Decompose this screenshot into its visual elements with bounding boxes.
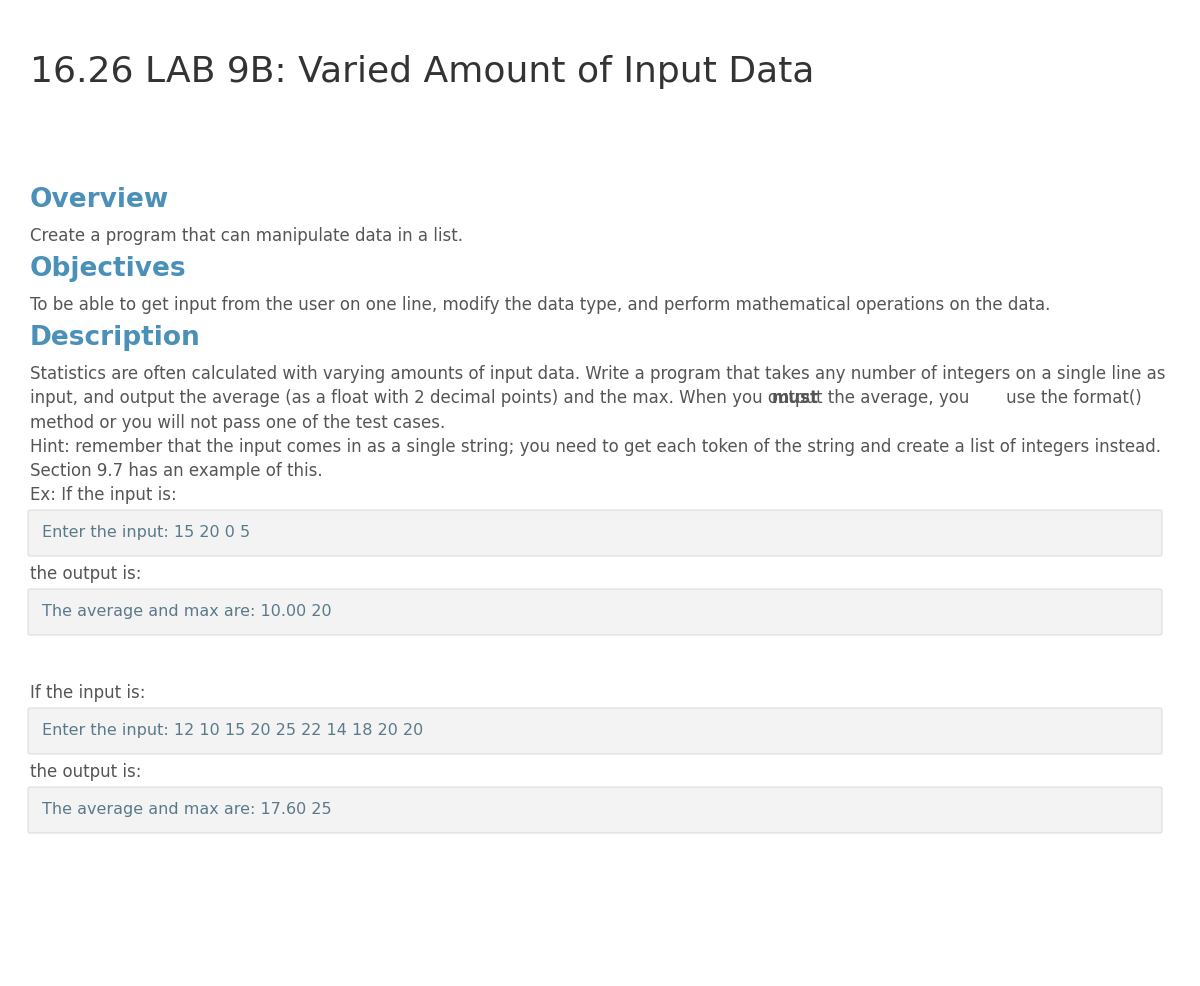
- Text: Objectives: Objectives: [30, 255, 187, 282]
- Text: Create a program that can manipulate data in a list.: Create a program that can manipulate dat…: [30, 227, 463, 245]
- Text: If the input is:: If the input is:: [30, 683, 145, 701]
- Text: Enter the input: 15 20 0 5: Enter the input: 15 20 0 5: [42, 525, 250, 539]
- Text: 16.26 LAB 9B: Varied Amount of Input Data: 16.26 LAB 9B: Varied Amount of Input Dat…: [30, 55, 815, 89]
- Text: Ex: If the input is:: Ex: If the input is:: [30, 485, 176, 504]
- Text: Hint: remember that the input comes in as a single string; you need to get each : Hint: remember that the input comes in a…: [30, 438, 1162, 480]
- Text: To be able to get input from the user on one line, modify the data type, and per: To be able to get input from the user on…: [30, 296, 1050, 314]
- Text: the output is:: the output is:: [30, 564, 142, 583]
- Text: Overview: Overview: [30, 186, 169, 213]
- Text: The average and max are: 17.60 25: The average and max are: 17.60 25: [42, 802, 331, 816]
- Text: Description: Description: [30, 324, 200, 351]
- Text: must: must: [772, 388, 818, 406]
- Text: Enter the input: 12 10 15 20 25 22 14 18 20 20: Enter the input: 12 10 15 20 25 22 14 18…: [42, 723, 424, 738]
- Text: Statistics are often calculated with varying amounts of input data. Write a prog: Statistics are often calculated with var…: [30, 365, 1165, 431]
- FancyBboxPatch shape: [28, 787, 1162, 833]
- FancyBboxPatch shape: [28, 708, 1162, 754]
- Text: the output is:: the output is:: [30, 762, 142, 780]
- Text: The average and max are: 10.00 20: The average and max are: 10.00 20: [42, 603, 331, 618]
- FancyBboxPatch shape: [28, 590, 1162, 635]
- FancyBboxPatch shape: [28, 511, 1162, 556]
